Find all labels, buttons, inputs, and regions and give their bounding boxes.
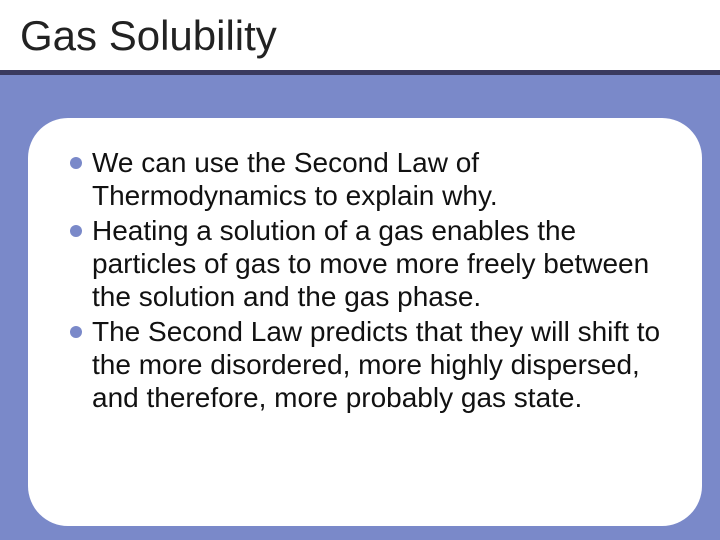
title-bar: Gas Solubility bbox=[0, 0, 720, 75]
slide-title: Gas Solubility bbox=[20, 12, 720, 60]
content-card: We can use the Second Law of Thermodynam… bbox=[28, 118, 702, 526]
list-item: We can use the Second Law of Thermodynam… bbox=[70, 146, 678, 212]
list-item: The Second Law predicts that they will s… bbox=[70, 315, 678, 414]
bullet-list: We can use the Second Law of Thermodynam… bbox=[70, 146, 678, 414]
list-item: Heating a solution of a gas enables the … bbox=[70, 214, 678, 313]
slide: Gas Solubility We can use the Second Law… bbox=[0, 0, 720, 540]
